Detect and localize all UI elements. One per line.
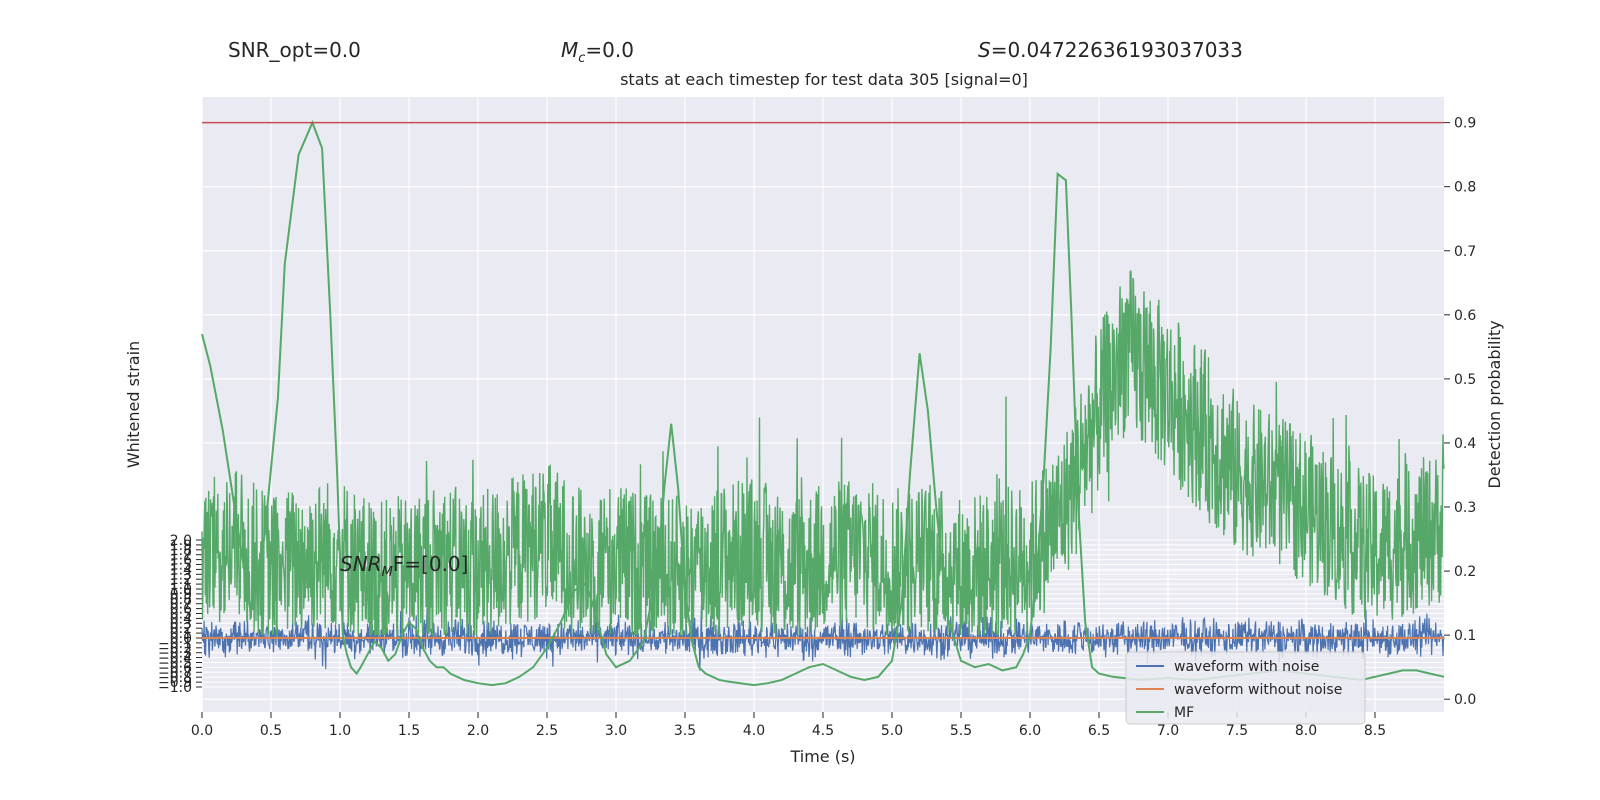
x-axis-ticks: 0.0 0.5 1.0 1.5 2.0 2.5 3.0 3.5 4.0 4.5 5.0 5.5 6.0 6… bbox=[191, 712, 1386, 739]
strain-tick-label: 0.2 bbox=[170, 621, 192, 637]
x-tick-label: 3.0 bbox=[605, 723, 627, 739]
y-tick-label: 0.9 bbox=[1454, 116, 1476, 132]
series-waveform-with-noise bbox=[201, 605, 1445, 671]
x-tick-label: 8.0 bbox=[1295, 723, 1317, 739]
strain-tick-label: 1.6 bbox=[170, 553, 192, 569]
strain-tick-label: 1.9 bbox=[170, 538, 192, 554]
strain-tick-label: 0.7 bbox=[170, 597, 192, 613]
series-mf bbox=[201, 119, 1445, 687]
strain-tick-label: 1.3 bbox=[170, 567, 192, 583]
chirp-mass-symbol: M bbox=[561, 38, 579, 62]
legend-box bbox=[1125, 651, 1366, 725]
strain-tick-label: 0.4 bbox=[170, 611, 192, 627]
legend-label: waveform with noise bbox=[1174, 659, 1319, 675]
x-tick-label: 1.0 bbox=[329, 723, 351, 739]
strain-tick-label: −0.2 bbox=[158, 641, 192, 657]
y-tick-label: 0.1 bbox=[1454, 628, 1476, 644]
strain-tick-label: −0.4 bbox=[158, 651, 192, 667]
legend-label: waveform without noise bbox=[1174, 682, 1342, 698]
strain-tick-label: 2.0 bbox=[170, 533, 192, 549]
chirp-mass-label: Mc=0.0 bbox=[561, 38, 634, 66]
y-tick-label: 0.8 bbox=[1454, 180, 1476, 196]
strain-tick-label: 0.0 bbox=[170, 631, 192, 647]
strain-tick-label: 1.2 bbox=[170, 572, 192, 588]
x-tick-label: 5.5 bbox=[950, 723, 972, 739]
strain-tick-label: −0.3 bbox=[158, 646, 192, 662]
y-tick-label: 0.7 bbox=[1454, 244, 1476, 260]
snr-mf-sub: M bbox=[382, 565, 393, 580]
strain-tick-label: 0.1 bbox=[170, 626, 192, 642]
score-label: S=0.04722636193037033 bbox=[978, 38, 1243, 62]
strain-tick-label: −0.8 bbox=[158, 670, 192, 686]
strain-tick-label: 1.4 bbox=[170, 562, 192, 578]
score-symbol: S bbox=[978, 38, 991, 62]
x-tick-label: 2.0 bbox=[467, 723, 489, 739]
snr-opt-label: SNR_opt=0.0 bbox=[228, 38, 361, 62]
probability-trace bbox=[201, 270, 1445, 636]
detection-probability-trace bbox=[201, 270, 1445, 636]
strain-tick-label: 1.1 bbox=[170, 577, 192, 593]
x-tick-label: 7.0 bbox=[1157, 723, 1179, 739]
y-tick-label: 0.0 bbox=[1454, 692, 1476, 708]
y-tick-label: 0.5 bbox=[1454, 372, 1476, 388]
strain-tick-label: 1.8 bbox=[170, 543, 192, 559]
strain-tick-label: 0.8 bbox=[170, 592, 192, 608]
strain-axis-ticks: 2.01.91.81.71.61.51.41.31.21.11.00.90.80… bbox=[158, 533, 202, 696]
strain-tick-label: −0.1 bbox=[158, 636, 192, 652]
y-axis-label-left: Whitened strain bbox=[124, 341, 143, 468]
x-tick-label: 8.5 bbox=[1364, 723, 1386, 739]
x-tick-label: 4.5 bbox=[812, 723, 834, 739]
y-tick-label: 0.4 bbox=[1454, 436, 1476, 452]
strain-tick-label: −0.5 bbox=[158, 656, 192, 672]
x-tick-label: 5.0 bbox=[881, 723, 903, 739]
legend-label: MF bbox=[1174, 705, 1194, 721]
strain-tick-label: 0.3 bbox=[170, 616, 192, 632]
x-tick-label: 2.5 bbox=[536, 723, 558, 739]
y-axis-ticks: 0.0 0.1 0.2 0.3 0.4 0.5 0.6 0.7 0.8 0.9 bbox=[1444, 116, 1476, 708]
x-tick-label: 3.5 bbox=[674, 723, 696, 739]
strain-tick-label: 1.7 bbox=[170, 548, 192, 564]
chirp-mass-subscript: c bbox=[578, 51, 586, 66]
strain-tick-label: 0.5 bbox=[170, 607, 192, 623]
legend: waveform with noise waveform without nois… bbox=[1125, 651, 1366, 725]
y-tick-label: 0.2 bbox=[1454, 564, 1476, 580]
strain-tick-label: −1.0 bbox=[158, 680, 192, 696]
y-tick-label: 0.6 bbox=[1454, 308, 1476, 324]
x-tick-label: 4.0 bbox=[743, 723, 765, 739]
y-tick-label: 0.3 bbox=[1454, 500, 1476, 516]
strain-tick-label: 1.5 bbox=[170, 558, 192, 574]
x-tick-label: 6.5 bbox=[1088, 723, 1110, 739]
strain-tick-label: −0.9 bbox=[158, 675, 192, 691]
strain-tick-label: −0.7 bbox=[158, 665, 192, 681]
chart-title: stats at each timestep for test data 305… bbox=[620, 70, 1028, 89]
x-tick-label: 6.0 bbox=[1019, 723, 1041, 739]
chirp-mass-value: =0.0 bbox=[585, 38, 634, 62]
y-axis-label-right: Detection probability bbox=[1485, 320, 1504, 488]
x-tick-label: 1.5 bbox=[398, 723, 420, 739]
score-value: =0.04722636193037033 bbox=[990, 38, 1243, 62]
x-tick-label: 7.5 bbox=[1226, 723, 1248, 739]
snr-mf-base: SNR bbox=[340, 552, 382, 576]
strain-tick-label: 0.9 bbox=[170, 587, 192, 603]
x-axis-label: Time (s) bbox=[789, 747, 855, 766]
noise-trace bbox=[201, 605, 1445, 671]
snr-mf-annotation: SNRMF=[0.0] bbox=[340, 552, 468, 580]
x-tick-label: 0.0 bbox=[191, 723, 213, 739]
strain-tick-label: 1.0 bbox=[170, 582, 192, 598]
strain-tick-label: 0.6 bbox=[170, 602, 192, 618]
x-tick-label: 0.5 bbox=[260, 723, 282, 739]
snr-mf-rest: F=[0.0] bbox=[393, 552, 469, 576]
strain-tick-label: −0.6 bbox=[158, 660, 192, 676]
